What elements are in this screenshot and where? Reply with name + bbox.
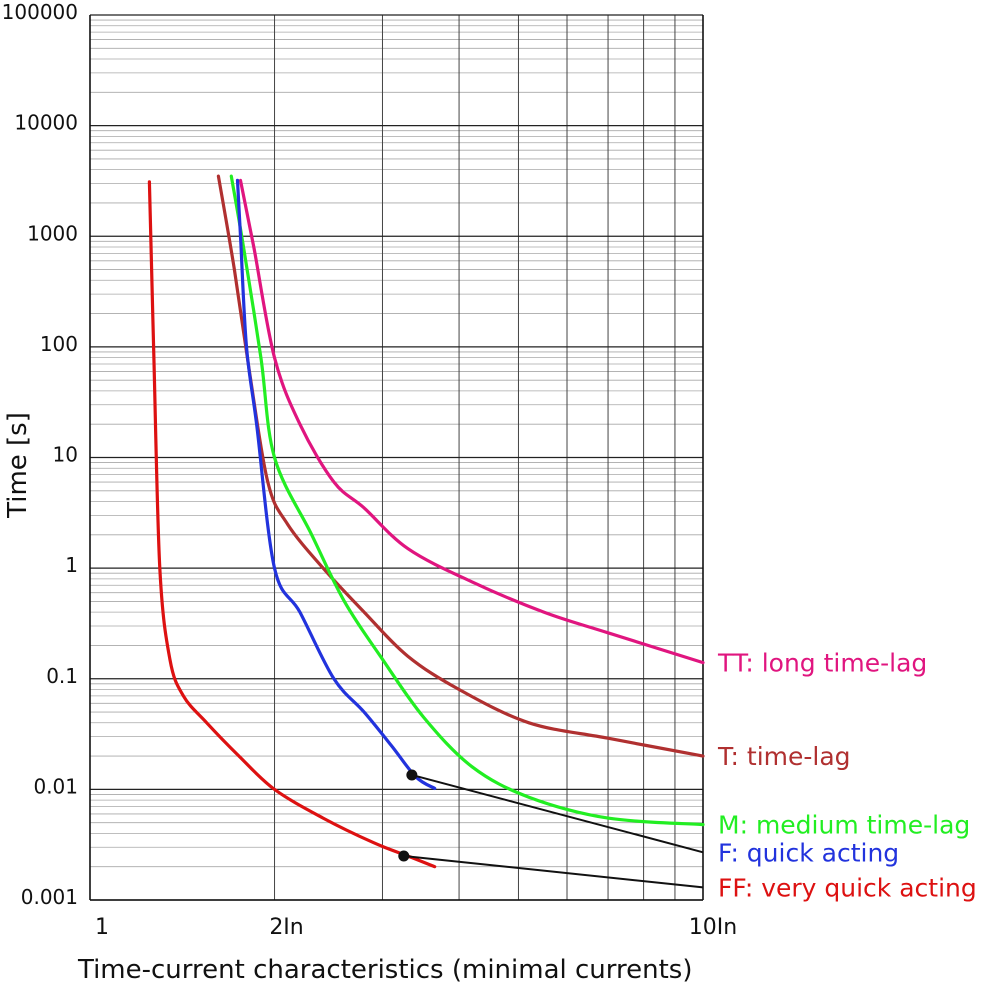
y-tick-label: 10000 (14, 111, 78, 135)
legend-label-2: M: medium time-lag (718, 811, 970, 840)
series-curve-4 (147, 180, 437, 869)
series-curve-3 (235, 178, 437, 790)
series-curves (147, 174, 705, 869)
legend-label-4: FF: very quick acting (718, 873, 977, 902)
y-axis-label: Time [s] (3, 412, 33, 519)
legend-label-1: T: time-lag (717, 742, 851, 771)
y-tick-label: 0.001 (21, 885, 78, 909)
y-tick-label: 100000 (2, 0, 78, 24)
x-tick-labels: 1 2In 10In (95, 915, 737, 940)
series-curve-0 (238, 178, 705, 665)
y-tick-label: 1 (65, 553, 78, 577)
y-tick-label: 10 (53, 443, 78, 467)
x-tick-label: 10In (689, 915, 737, 940)
legend-label-0: TT: long time-lag (717, 649, 927, 678)
legend: TT: long time-lag T: time-lag M: medium ti… (717, 649, 977, 903)
y-tick-label: 0.1 (46, 664, 78, 688)
annotation-marker-0 (406, 769, 418, 781)
annotation-line-1 (403, 854, 704, 889)
y-tick-label: 100 (40, 332, 78, 356)
series-curve-1 (216, 174, 705, 758)
legend-label-3: F: quick acting (718, 838, 899, 867)
series-curve-2 (229, 174, 705, 827)
grid-minor (90, 15, 703, 900)
y-tick-label: 1000 (27, 221, 78, 245)
x-tick-label: 2In (269, 915, 303, 940)
y-tick-labels: 100000 10000 1000 100 10 1 0.1 0.01 0.001 (2, 0, 78, 909)
annotation-line-0 (411, 773, 704, 854)
grid-major (89, 14, 704, 901)
x-axis-label: Time-current characteristics (minimal cu… (77, 955, 693, 983)
y-tick-label: 0.01 (33, 774, 78, 798)
x-tick-label: 1 (95, 915, 109, 940)
annotation-lines (398, 769, 704, 889)
annotation-marker-1 (398, 850, 410, 862)
